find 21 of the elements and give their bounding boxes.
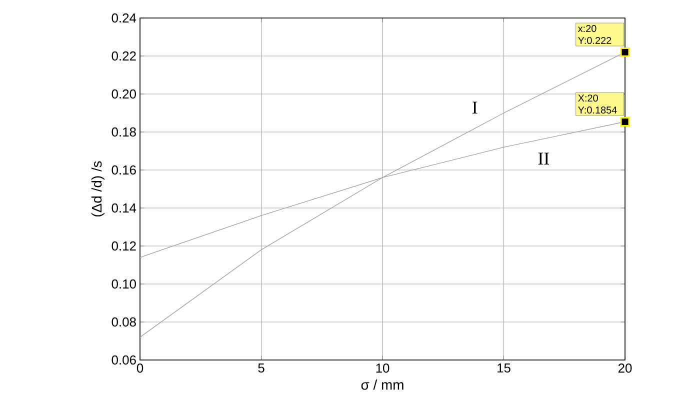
y-tick-label: 0.10	[112, 279, 136, 289]
y-tick-label: 0.06	[112, 355, 136, 365]
y-tick-label: 0.22	[112, 51, 136, 61]
y-tick-label: 0.12	[112, 241, 136, 251]
x-tick-label: 0	[136, 364, 144, 373]
y-tick-label: 0.18	[112, 127, 136, 137]
x-tick-label: 20	[618, 364, 632, 373]
y-tick-label: 0.08	[112, 317, 136, 327]
series-label: II	[538, 152, 549, 164]
series-label: I	[472, 102, 478, 114]
y-tick-label: 0.20	[112, 89, 136, 99]
x-tick-label: 15	[498, 364, 510, 373]
x-axis-title: σ / mm	[361, 380, 404, 390]
y-tick-label: 0.16	[112, 165, 136, 175]
y-axis-title: (Δd /d) /s	[91, 161, 104, 216]
x-tick-label: 10	[376, 364, 390, 373]
y-tick-label: 0.24	[112, 13, 136, 23]
annotation: x:20 Y:0.222	[578, 25, 612, 44]
x-tick-label: 5	[258, 364, 264, 373]
annotation: X:20 Y:0.1854	[578, 94, 617, 114]
y-tick-label: 0.14	[112, 203, 136, 213]
